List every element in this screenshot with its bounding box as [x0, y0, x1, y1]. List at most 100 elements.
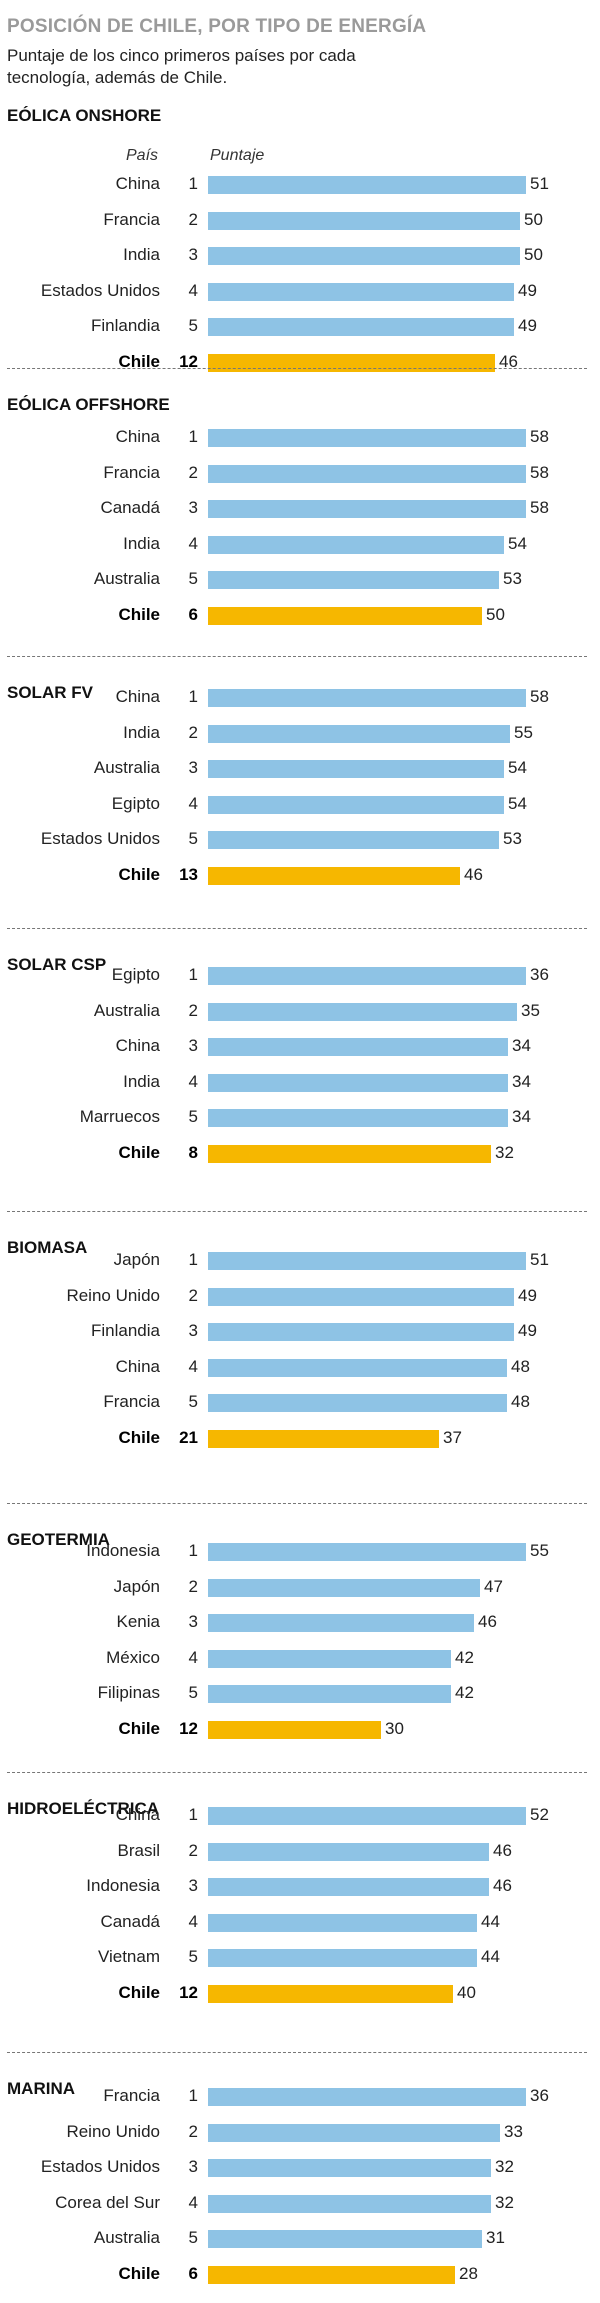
score-value: 46 [478, 1612, 497, 1631]
score-bar [208, 1073, 508, 1092]
score-value: 52 [530, 1805, 549, 1824]
chart-title: POSICIÓN DE CHILE, POR TIPO DE ENERGÍA [7, 16, 427, 37]
country-label: Indonesia [86, 1876, 160, 1895]
rank-label: 3 [188, 1036, 198, 1055]
country-label: China [115, 687, 160, 706]
score-bar [208, 500, 526, 518]
score-bar [208, 1543, 526, 1561]
score-bar [208, 2230, 482, 2248]
score-bar [208, 282, 514, 301]
country-label: Finlandia [91, 316, 160, 335]
rank-label: 1 [188, 427, 198, 446]
rank-label: 5 [188, 1107, 198, 1126]
country-label: Japón [113, 1250, 160, 1269]
score-bar [208, 1842, 489, 1861]
country-label: Reino Unido [66, 1285, 160, 1305]
rank-label: 5 [188, 2228, 198, 2247]
score-bar [208, 1287, 514, 1306]
score-bar [208, 795, 504, 814]
country-label: India [123, 722, 160, 742]
country-label: China [115, 174, 160, 193]
score-value: 37 [443, 1427, 462, 1447]
country-label: Chile [118, 1718, 160, 1738]
chile-bar [208, 1720, 381, 1739]
country-label: Egipto [111, 793, 160, 813]
country-label: Brasil [117, 1840, 160, 1860]
chile-bar [208, 1429, 439, 1448]
score-value: 32 [495, 2157, 514, 2176]
rank-label: 4 [188, 2192, 198, 2212]
score-bar [208, 2123, 500, 2142]
country-label: Estados Unidos [40, 2157, 160, 2176]
rank-label: 2 [188, 2121, 198, 2141]
score-bar [208, 1649, 451, 1668]
section-title: BIOMASA [7, 1238, 88, 1257]
score-bar [208, 1323, 514, 1341]
score-value: 51 [530, 1250, 549, 1269]
score-value: 46 [493, 1840, 512, 1860]
score-value: 34 [512, 1071, 531, 1091]
score-bar [208, 1394, 507, 1412]
score-value: 36 [530, 2086, 549, 2105]
score-value: 55 [514, 722, 533, 742]
score-value: 46 [499, 351, 518, 371]
section-divider [7, 1211, 587, 1212]
score-value: 49 [518, 1285, 537, 1305]
rank-label: 1 [188, 1250, 198, 1269]
country-label: Australia [93, 569, 160, 588]
rank-label: 12 [179, 1718, 198, 1738]
rank-label: 3 [188, 245, 198, 264]
score-value: 36 [530, 965, 549, 984]
rank-label: 4 [188, 1647, 198, 1667]
chile-bar [208, 866, 460, 885]
score-bar [208, 1949, 477, 1967]
score-value: 49 [518, 1321, 537, 1340]
country-label: Chile [118, 864, 160, 884]
rank-label: 5 [188, 829, 198, 848]
country-label: Canadá [100, 498, 160, 517]
score-column-header: Puntaje [210, 147, 265, 164]
country-label: Egipto [111, 965, 160, 984]
country-label: Reino Unido [66, 2121, 160, 2141]
country-label: Francia [103, 1392, 160, 1411]
country-label: China [115, 1356, 160, 1376]
score-bar [208, 535, 504, 554]
rank-label: 1 [188, 174, 198, 193]
country-label: China [115, 1805, 160, 1824]
section-title: HIDROELÉCTRICA [7, 1799, 160, 1818]
country-label: Australia [93, 2228, 160, 2247]
section-divider [7, 928, 587, 929]
score-value: 58 [530, 462, 549, 482]
country-label: Chile [118, 1427, 160, 1447]
score-bar [208, 724, 510, 743]
score-value: 32 [495, 2192, 514, 2212]
section-divider [7, 368, 587, 369]
rank-label: 2 [188, 462, 198, 482]
rank-label: 3 [188, 1612, 198, 1631]
score-bar [208, 1358, 507, 1377]
rank-label: 1 [188, 965, 198, 984]
score-value: 58 [530, 498, 549, 517]
rank-label: 2 [188, 1840, 198, 1860]
score-value: 54 [508, 533, 527, 553]
rank-label: 1 [188, 687, 198, 706]
section-divider [7, 1772, 587, 1773]
score-value: 44 [481, 1911, 500, 1931]
country-label: Filipinas [97, 1683, 160, 1702]
rank-label: 12 [179, 1982, 198, 2002]
country-label: Chile [118, 1142, 160, 1162]
country-label: Estados Unidos [40, 280, 160, 300]
score-bar [208, 1878, 489, 1896]
score-value: 55 [530, 1541, 549, 1560]
country-label: México [106, 1647, 160, 1667]
rank-label: 4 [188, 533, 198, 553]
score-value: 48 [511, 1392, 530, 1411]
score-bar [208, 1614, 474, 1632]
score-value: 53 [503, 569, 522, 588]
score-value: 35 [521, 1000, 540, 1020]
country-label: China [115, 427, 160, 446]
score-bar [208, 1913, 477, 1932]
score-bar [208, 831, 499, 849]
country-label: Canadá [100, 1911, 160, 1931]
score-value: 33 [504, 2121, 523, 2141]
